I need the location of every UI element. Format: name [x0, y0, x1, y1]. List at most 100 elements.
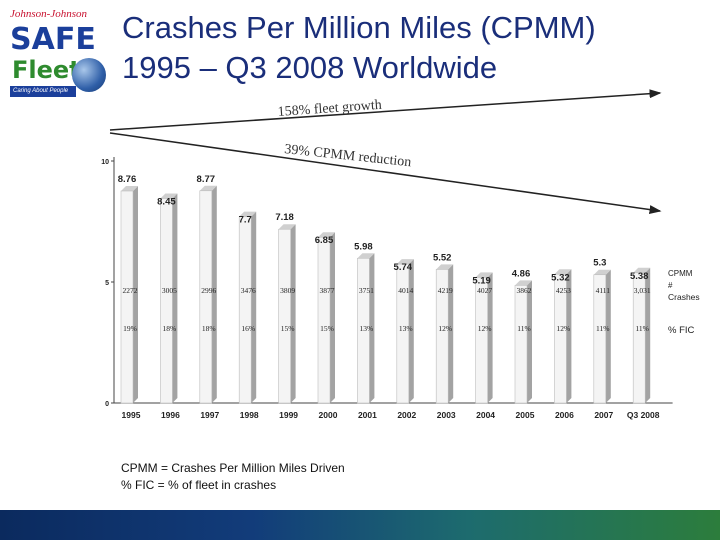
bar — [593, 274, 607, 404]
bar-side — [408, 259, 414, 403]
legend-crashes-label: Crashes — [668, 292, 700, 302]
bar-top — [396, 259, 414, 265]
bar-top — [633, 267, 651, 273]
fic-cell: 16% — [241, 324, 255, 333]
fic-cell: 11% — [596, 324, 609, 333]
x-tick-label: 2006 — [555, 410, 574, 420]
bar-value-label: 6.85 — [315, 235, 334, 246]
bar-value-label: 7.7 — [239, 215, 252, 226]
bar — [554, 273, 567, 404]
fic-cell: 12% — [478, 324, 492, 333]
x-tick-label: 2004 — [476, 410, 495, 420]
bar — [357, 257, 370, 404]
crashes-cell: 3,031 — [634, 286, 651, 295]
bar-top — [436, 264, 454, 270]
bar-top — [278, 224, 296, 230]
bar — [278, 228, 291, 404]
bar-top — [475, 272, 493, 278]
page-title: Crashes Per Million Miles (CPMM) 1995 – … — [122, 10, 596, 85]
bar — [475, 277, 488, 404]
x-tick-label: 2007 — [594, 410, 613, 420]
bar-top — [121, 186, 138, 192]
bar-side — [172, 193, 178, 403]
x-tick-label: 1995 — [122, 410, 141, 420]
bar — [632, 272, 646, 404]
fic-cell: 12% — [557, 324, 571, 333]
crashes-cell: 4014 — [398, 286, 413, 295]
bar-top — [515, 280, 532, 286]
crashes-cell: 4253 — [556, 286, 571, 295]
bar-side — [251, 211, 257, 403]
bar-value-label: 5.32 — [551, 272, 570, 283]
bar — [396, 263, 410, 404]
bar-top — [593, 269, 611, 275]
x-tick-label: 1997 — [200, 410, 219, 420]
bar-value-label: 8.76 — [118, 174, 137, 185]
x-tick-label: 2000 — [319, 410, 338, 420]
x-tick-label: 2001 — [358, 410, 377, 420]
growth-annotation: 158% fleet growth — [277, 98, 382, 120]
crashes-cell: 4111 — [596, 286, 611, 295]
footnotes: CPMM = Crashes Per Million Miles Driven … — [121, 460, 345, 494]
x-tick-label: 1999 — [279, 410, 298, 420]
crashes-cell: 2996 — [201, 286, 216, 295]
reduction-arrow — [109, 132, 662, 214]
safe-fleet-logo: Johnson-Johnson SAFE Fleet Caring About … — [6, 8, 106, 97]
bar-top — [199, 185, 217, 191]
bar-value-label: 5.3 — [593, 258, 606, 269]
bar — [238, 216, 252, 404]
bar-value-label: 7.18 — [275, 212, 294, 223]
crashes-cell: 3809 — [280, 286, 295, 295]
brand-name: Johnson-Johnson — [10, 8, 87, 20]
fic-cell: 11% — [635, 324, 648, 333]
bar-value-label: 5.74 — [394, 262, 413, 273]
crashes-cell: 3005 — [162, 286, 177, 295]
bar-side — [369, 253, 375, 403]
footnote-fic: % FIC = % of fleet in crashes — [121, 478, 277, 492]
bar — [120, 190, 134, 404]
x-tick-label: 2003 — [437, 410, 456, 420]
bar-top — [160, 193, 178, 199]
crashes-cell: 3877 — [320, 286, 335, 295]
x-tick-label: 1998 — [240, 410, 259, 420]
bar-side — [527, 280, 532, 403]
footnote-cpmm: CPMM = Crashes Per Million Miles Driven — [121, 461, 345, 475]
bar-side — [211, 185, 217, 403]
crashes-cell: 3476 — [241, 286, 256, 295]
bar-value-label: 5.98 — [354, 241, 373, 252]
growth-arrow — [109, 89, 662, 131]
crashes-cell: 3862 — [517, 286, 532, 295]
bar-top — [357, 253, 375, 259]
bar-value-label: 8.77 — [197, 174, 216, 185]
bar-side — [290, 224, 296, 403]
bar-value-label: 5.38 — [630, 271, 649, 282]
x-tick-label: Q3 2008 — [627, 410, 660, 420]
x-tick-label: 1996 — [161, 410, 180, 420]
crashes-cell: 2272 — [123, 286, 138, 295]
y-tick-label: 10 — [101, 159, 109, 166]
fic-cell: 18% — [163, 324, 177, 333]
bar-top — [318, 232, 335, 238]
fic-cell: 13% — [360, 324, 374, 333]
bar — [435, 269, 449, 404]
logo-safe-text: SAFE — [10, 22, 96, 57]
legend-cpmm: CPMM — [668, 269, 693, 278]
legend-crashes-symbol: # — [668, 281, 673, 290]
x-tick-label: 2002 — [397, 410, 416, 420]
bar-value-label: 5.52 — [433, 252, 452, 263]
fic-cell: 13% — [399, 324, 413, 333]
bar — [514, 285, 528, 404]
globe-icon — [72, 58, 106, 92]
bar — [199, 190, 213, 404]
bar-side — [448, 264, 454, 403]
bar-value-label: 4.86 — [512, 268, 531, 279]
bar — [317, 236, 331, 404]
crashes-cell: 4027 — [477, 286, 492, 295]
x-tick-label: 2005 — [516, 410, 535, 420]
crashes-cell: 4219 — [438, 286, 453, 295]
bar-value-label: 5.19 — [472, 275, 491, 286]
logo-fleet-text: Fleet — [12, 56, 81, 84]
bar-top — [239, 211, 257, 217]
logo-tagline: Caring About People — [10, 86, 76, 97]
